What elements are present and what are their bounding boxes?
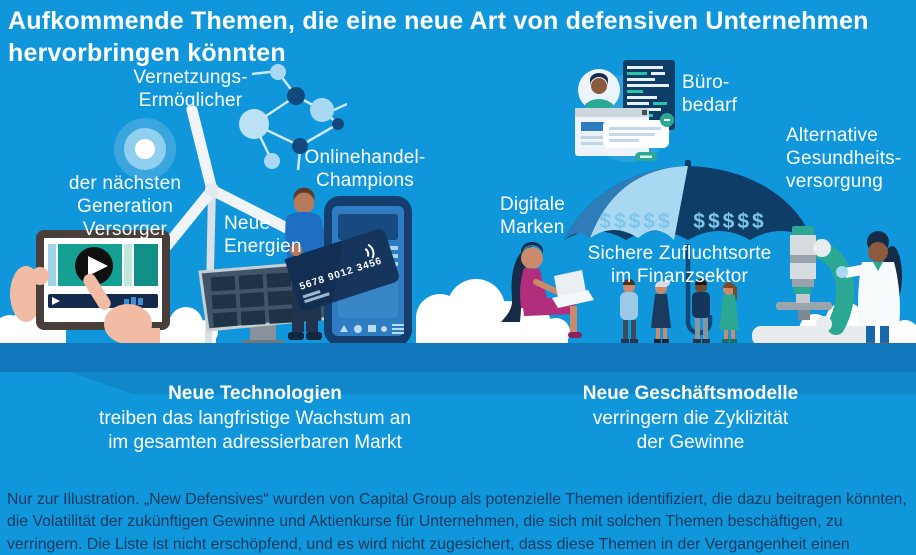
- healthcare-illustration: [752, 226, 902, 350]
- footnote: Nur zur Illustration. „New Defensives“ w…: [7, 491, 907, 553]
- caption-technology-title: Neue Technologien: [168, 383, 342, 404]
- ground-shadow: [69, 372, 916, 394]
- pedestrian-1: [620, 279, 638, 343]
- avatar: [578, 69, 620, 111]
- caption-business-models-body: verringern die Zyklizität der Gewinne: [592, 407, 789, 454]
- page-title: Aufkommende Themen, die eine neue Art vo…: [8, 7, 869, 67]
- phone-nav-icons: [340, 324, 404, 334]
- credit-card-illustration: 5678 9012 3456: [284, 229, 399, 310]
- label-office: Büro- bedarf: [682, 72, 738, 117]
- play-icon: [75, 247, 113, 285]
- umbrella-illustration: $$$$$ $$$$$: [564, 160, 812, 336]
- ground-strip: [0, 343, 916, 372]
- laptop: [552, 270, 594, 308]
- chat-bubble: [603, 113, 674, 148]
- network-icon: [239, 64, 347, 171]
- caption-technology-body: treiben das langfristige Wachstum an im …: [99, 407, 411, 454]
- microscope: [752, 226, 870, 346]
- pedestrian-2: [651, 280, 671, 343]
- target-icon: [114, 118, 176, 180]
- label-finance: Sichere Zufluchtsorte im Finanzsektor: [587, 243, 772, 288]
- contactless-icon: [364, 243, 375, 259]
- label-digital-brands: Digitale Marken: [500, 194, 565, 239]
- dollar-signs-left: $$$$$: [599, 210, 672, 233]
- caption-business-models-title: Neue Geschäftsmodelle: [582, 383, 799, 404]
- pedestrian-3: [692, 279, 710, 343]
- label-utilities: der nächsten Generation Versorger: [68, 173, 182, 241]
- label-healthcare: Alternative Gesundheits- versorgung: [786, 125, 902, 193]
- tablet-video-illustration: [10, 230, 170, 348]
- dollar-signs-right: $$$$$: [693, 210, 766, 233]
- office-supplies-illustration: [575, 60, 675, 162]
- digital-brands-person-illustration: [492, 242, 594, 348]
- label-ecommerce: Onlinehandel- Champions: [304, 147, 426, 192]
- caption-business-models: Neue Geschäftsmodelle verringern die Zyk…: [538, 382, 843, 456]
- label-networking: Vernetzungs- Ermöglicher: [133, 67, 248, 112]
- pedestrian-4: [719, 282, 739, 343]
- label-energy: Neue Energien: [224, 213, 302, 258]
- caption-technology: Neue Technologien treiben das langfristi…: [66, 382, 444, 456]
- pedestrians-illustration: [620, 279, 739, 343]
